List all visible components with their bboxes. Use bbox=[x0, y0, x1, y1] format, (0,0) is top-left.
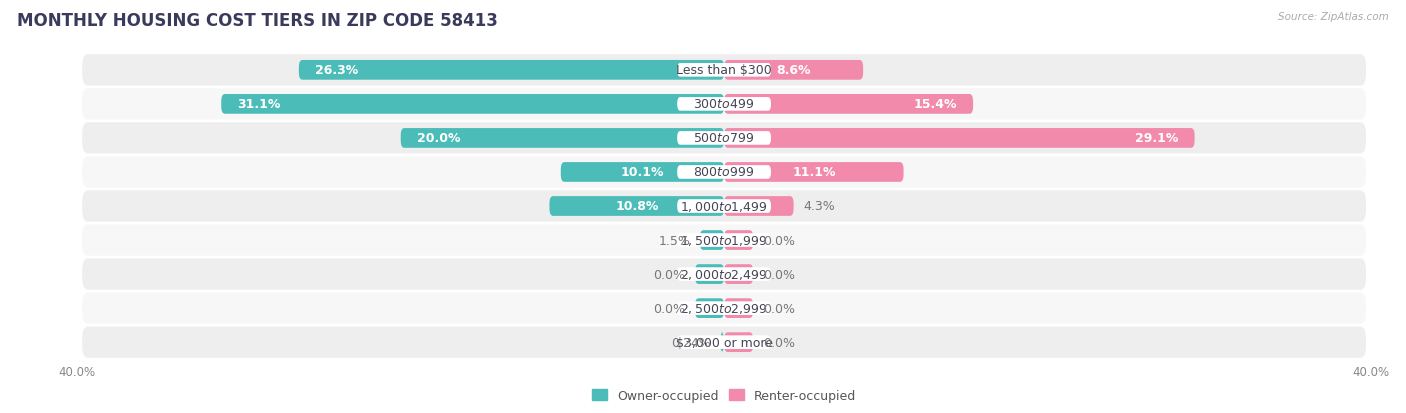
Text: 0.0%: 0.0% bbox=[763, 268, 794, 281]
FancyBboxPatch shape bbox=[221, 95, 724, 114]
Text: $2,500 to $2,999: $2,500 to $2,999 bbox=[681, 301, 768, 316]
FancyBboxPatch shape bbox=[82, 55, 1367, 86]
FancyBboxPatch shape bbox=[82, 225, 1367, 256]
Text: 11.1%: 11.1% bbox=[792, 166, 835, 179]
FancyBboxPatch shape bbox=[678, 200, 770, 213]
FancyBboxPatch shape bbox=[299, 61, 724, 81]
Text: 0.24%: 0.24% bbox=[671, 336, 710, 349]
Text: 4.3%: 4.3% bbox=[803, 200, 835, 213]
FancyBboxPatch shape bbox=[82, 293, 1367, 324]
Text: $3,000 or more: $3,000 or more bbox=[676, 336, 772, 349]
FancyBboxPatch shape bbox=[678, 335, 770, 349]
FancyBboxPatch shape bbox=[724, 230, 754, 250]
FancyBboxPatch shape bbox=[82, 157, 1367, 188]
Text: 0.0%: 0.0% bbox=[763, 302, 794, 315]
Text: 0.0%: 0.0% bbox=[654, 302, 685, 315]
Text: $1,000 to $1,499: $1,000 to $1,499 bbox=[681, 199, 768, 214]
FancyBboxPatch shape bbox=[724, 197, 793, 216]
FancyBboxPatch shape bbox=[724, 129, 1195, 148]
FancyBboxPatch shape bbox=[678, 166, 770, 179]
FancyBboxPatch shape bbox=[82, 327, 1367, 358]
FancyBboxPatch shape bbox=[724, 61, 863, 81]
FancyBboxPatch shape bbox=[695, 299, 724, 318]
FancyBboxPatch shape bbox=[724, 265, 754, 284]
FancyBboxPatch shape bbox=[720, 332, 724, 352]
FancyBboxPatch shape bbox=[82, 123, 1367, 154]
FancyBboxPatch shape bbox=[678, 234, 770, 247]
FancyBboxPatch shape bbox=[724, 299, 754, 318]
FancyBboxPatch shape bbox=[678, 64, 770, 78]
Text: $1,500 to $1,999: $1,500 to $1,999 bbox=[681, 233, 768, 247]
Text: $300 to $499: $300 to $499 bbox=[693, 98, 755, 111]
Text: 0.0%: 0.0% bbox=[763, 336, 794, 349]
Text: $800 to $999: $800 to $999 bbox=[693, 166, 755, 179]
FancyBboxPatch shape bbox=[724, 332, 754, 352]
Text: 31.1%: 31.1% bbox=[238, 98, 281, 111]
Text: 0.0%: 0.0% bbox=[763, 234, 794, 247]
FancyBboxPatch shape bbox=[82, 89, 1367, 120]
Text: 15.4%: 15.4% bbox=[914, 98, 957, 111]
FancyBboxPatch shape bbox=[561, 163, 724, 183]
FancyBboxPatch shape bbox=[678, 301, 770, 315]
FancyBboxPatch shape bbox=[678, 98, 770, 112]
FancyBboxPatch shape bbox=[550, 197, 724, 216]
Text: 29.1%: 29.1% bbox=[1135, 132, 1178, 145]
FancyBboxPatch shape bbox=[724, 95, 973, 114]
FancyBboxPatch shape bbox=[82, 259, 1367, 290]
Text: 20.0%: 20.0% bbox=[418, 132, 460, 145]
Text: $2,000 to $2,499: $2,000 to $2,499 bbox=[681, 268, 768, 281]
Text: 10.1%: 10.1% bbox=[620, 166, 664, 179]
Text: Source: ZipAtlas.com: Source: ZipAtlas.com bbox=[1278, 12, 1389, 22]
Text: 26.3%: 26.3% bbox=[315, 64, 359, 77]
FancyBboxPatch shape bbox=[401, 129, 724, 148]
FancyBboxPatch shape bbox=[724, 163, 904, 183]
Text: 10.8%: 10.8% bbox=[614, 200, 658, 213]
FancyBboxPatch shape bbox=[695, 265, 724, 284]
Text: $500 to $799: $500 to $799 bbox=[693, 132, 755, 145]
FancyBboxPatch shape bbox=[678, 268, 770, 281]
FancyBboxPatch shape bbox=[82, 191, 1367, 222]
Text: 0.0%: 0.0% bbox=[654, 268, 685, 281]
Text: 8.6%: 8.6% bbox=[776, 64, 811, 77]
FancyBboxPatch shape bbox=[700, 230, 724, 250]
Legend: Owner-occupied, Renter-occupied: Owner-occupied, Renter-occupied bbox=[592, 389, 856, 402]
Text: MONTHLY HOUSING COST TIERS IN ZIP CODE 58413: MONTHLY HOUSING COST TIERS IN ZIP CODE 5… bbox=[17, 12, 498, 30]
Text: 1.5%: 1.5% bbox=[658, 234, 690, 247]
Text: Less than $300: Less than $300 bbox=[676, 64, 772, 77]
FancyBboxPatch shape bbox=[678, 132, 770, 145]
